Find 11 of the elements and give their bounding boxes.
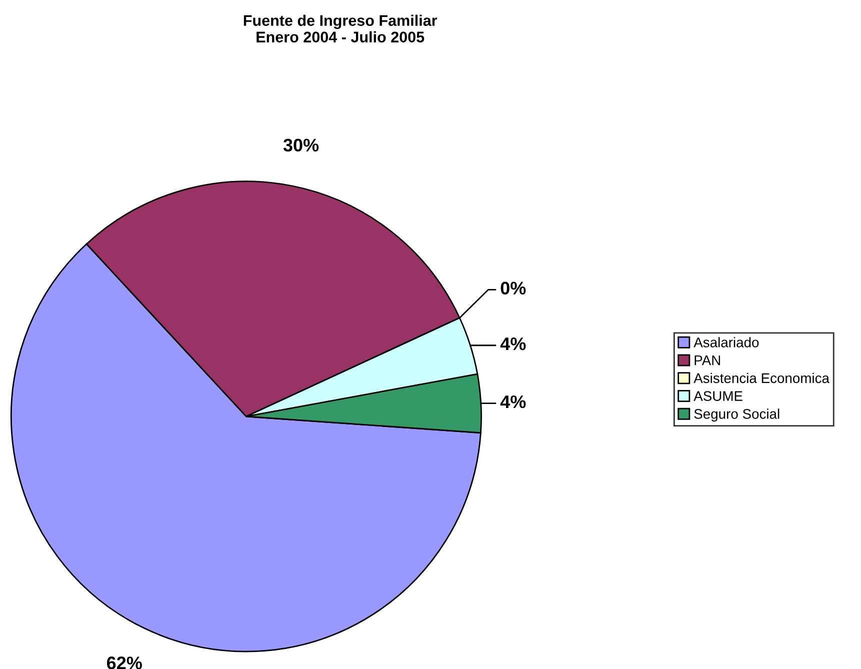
legend-label: ASUME — [694, 391, 742, 401]
chart-title: Fuente de Ingreso Familiar Enero 2004 - Julio 2005 — [244, 14, 438, 42]
data-label: 4% — [500, 337, 526, 350]
legend-label: PAN — [694, 356, 720, 366]
data-label: 62% — [106, 656, 142, 669]
data-label: 4% — [500, 395, 526, 408]
legend-label: Asistencia Economica — [694, 372, 830, 384]
legend-label: Seguro Social — [694, 408, 780, 422]
legend-label: Asalariado — [694, 337, 759, 348]
data-label: 30% — [283, 138, 319, 152]
text: 0% — [500, 282, 526, 294]
